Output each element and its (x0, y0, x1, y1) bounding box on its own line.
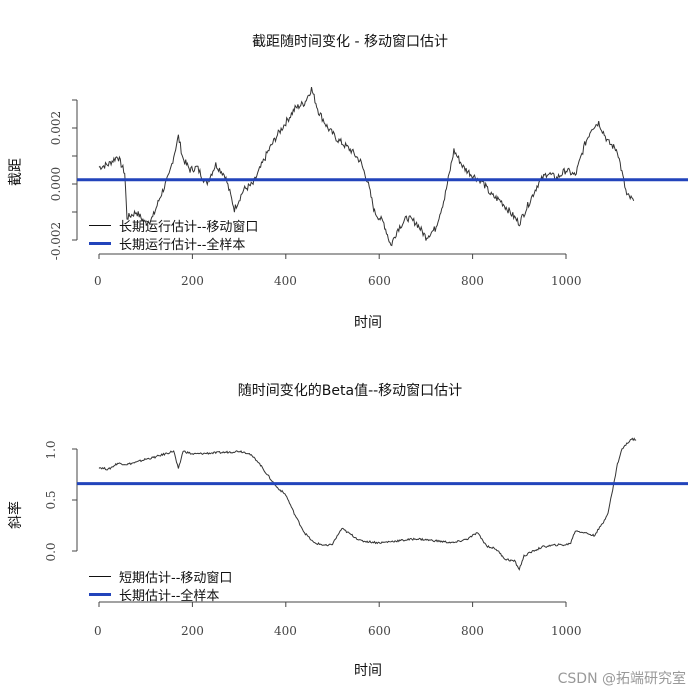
legend-label: 长期运行估计--移动窗口 (119, 219, 259, 235)
top-xtick: 600 (368, 274, 391, 288)
top-chart-ylabel: 截距 (8, 158, 24, 186)
top-legend: 长期运行估计--移动窗口 长期运行估计--全样本 (89, 216, 259, 253)
bottom-xtick: 800 (461, 624, 484, 638)
bottom-plot (72, 437, 688, 607)
top-chart-title: 截距随时间变化 - 移动窗口估计 (252, 34, 448, 50)
bottom-legend: 短期估计--移动窗口 长期估计--全样本 (89, 567, 233, 604)
legend-item: 短期估计--移动窗口 (89, 567, 233, 586)
bottom-xtick: 400 (274, 624, 297, 638)
bottom-xtick: 600 (368, 624, 391, 638)
line-swatch-icon (89, 592, 111, 596)
bottom-ytick: 0.5 (44, 490, 58, 510)
bottom-chart-xlabel: 时间 (354, 663, 382, 679)
bottom-chart-ylabel: 斜率 (8, 501, 24, 529)
legend-label: 长期估计--全样本 (119, 588, 220, 604)
top-xtick: 800 (461, 274, 484, 288)
top-plot (72, 87, 688, 259)
top-xtick: 400 (274, 274, 297, 288)
legend-label: 短期估计--移动窗口 (119, 570, 233, 586)
line-swatch-icon (89, 575, 111, 577)
legend-item: 长期运行估计--全样本 (89, 234, 258, 253)
top-xtick: 1000 (551, 274, 582, 288)
top-xtick: 0 (94, 274, 102, 288)
line-swatch-icon (89, 224, 111, 226)
top-chart-xlabel: 时间 (354, 315, 382, 331)
top-ytick: 0.002 (49, 110, 63, 146)
legend-item: 长期运行估计--移动窗口 (89, 216, 259, 235)
bottom-xtick: 1000 (551, 624, 582, 638)
bottom-ytick: 1.0 (44, 440, 58, 460)
bottom-xtick: 200 (181, 624, 204, 638)
top-ytick: -0.002 (49, 221, 63, 261)
top-xtick: 200 (181, 274, 204, 288)
watermark: CSDN @拓端研究室 (557, 671, 686, 687)
line-swatch-icon (89, 241, 111, 245)
bottom-chart-title: 随时间变化的Beta值--移动窗口估计 (237, 383, 463, 399)
legend-item: 长期估计--全样本 (89, 585, 232, 604)
top-ytick: 0.000 (49, 166, 63, 202)
bottom-ytick: 0.0 (44, 542, 58, 562)
legend-label: 长期运行估计--全样本 (119, 237, 246, 253)
bottom-xtick: 0 (94, 624, 102, 638)
